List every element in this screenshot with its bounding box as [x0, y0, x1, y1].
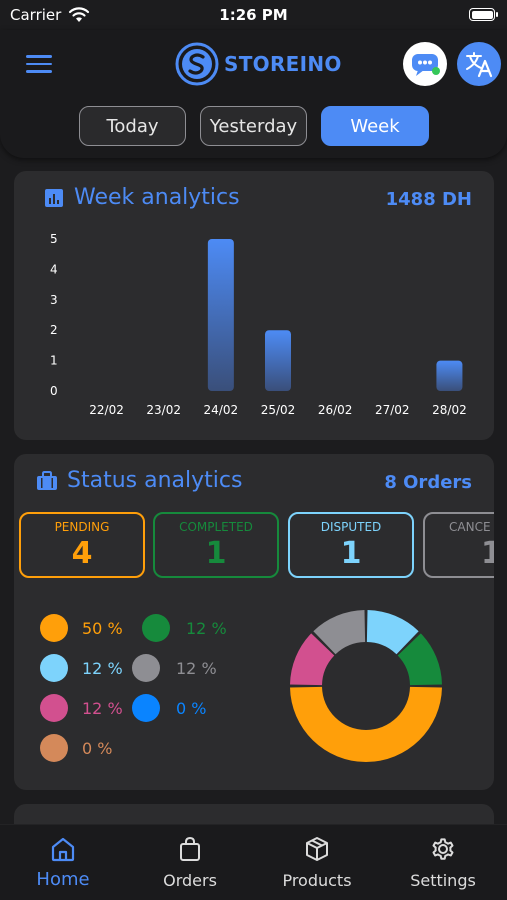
- x-tick-label: 22/02: [89, 403, 124, 417]
- bar-24/02[interactable]: [207, 239, 234, 391]
- battery-icon: [469, 8, 498, 21]
- legend-item-disputed: 12 %: [40, 654, 123, 682]
- storeino-logo-icon: [175, 42, 219, 86]
- legend-item-pending: 50 %: [40, 614, 123, 642]
- nav-orders[interactable]: Orders: [135, 835, 245, 899]
- status-legend: 50 % 12 % 12 % 12 % 12 % 0 % 0 %: [40, 614, 270, 784]
- wifi-icon: [68, 7, 90, 22]
- status-box-disputed[interactable]: DISPUTED 1: [288, 512, 414, 578]
- legend-item-returned: 0 %: [132, 694, 206, 722]
- legend-item-completed: 12 %: [142, 614, 227, 642]
- week-total: 1488 DH: [385, 189, 472, 210]
- week-analytics-heading: Week analytics: [44, 185, 240, 210]
- x-tick-label: 27/02: [375, 403, 410, 417]
- translate-button[interactable]: [457, 42, 501, 86]
- donut-slice-completed[interactable]: [397, 633, 442, 686]
- donut-slice-disputed[interactable]: [366, 610, 419, 655]
- status-analytics-heading: Status analytics: [36, 468, 242, 493]
- nav-settings[interactable]: Settings: [388, 835, 498, 899]
- legend-item-cancelled: 12 %: [132, 654, 217, 682]
- legend-item-refunded: 12 %: [40, 694, 123, 722]
- bar-28/02[interactable]: [436, 360, 463, 391]
- home-icon: [51, 837, 75, 862]
- tab-today[interactable]: Today: [79, 106, 186, 146]
- x-tick-label: 24/02: [204, 403, 239, 417]
- status-box-pending[interactable]: PENDING 4: [19, 512, 145, 578]
- bar-25/02[interactable]: [265, 330, 291, 391]
- legend-dot: [132, 654, 160, 682]
- donut-slice-pending[interactable]: [290, 686, 442, 763]
- donut-slice-cancelled[interactable]: [313, 610, 366, 655]
- box-icon: [306, 837, 328, 861]
- x-tick-label: 25/02: [261, 403, 296, 417]
- donut-slice-refunded[interactable]: [290, 633, 335, 686]
- tab-yesterday[interactable]: Yesterday: [200, 106, 307, 146]
- carrier-label: Carrier: [10, 6, 62, 24]
- period-tabs: Today Yesterday Week: [0, 106, 507, 146]
- chat-bubble-icon: [412, 54, 440, 76]
- gear-icon: [432, 838, 454, 860]
- week-analytics-card: Week analytics 1488 DH 5 4 3 2 1 0 22/02 23/02 2…: [14, 171, 494, 440]
- y-tick-label: 1: [50, 354, 58, 368]
- brand-logo: STOREINO: [174, 40, 342, 88]
- legend-dot: [132, 694, 160, 722]
- nav-products[interactable]: Products: [262, 835, 372, 899]
- week-bar-chart: 5 4 3 2 1 0 22/02 23/02 24/02 25/02 26/02 27/02 28/0…: [50, 232, 467, 417]
- x-tick-label: 26/02: [318, 403, 353, 417]
- bottom-tab-bar: Home Orders Products Settings: [0, 824, 507, 900]
- x-tick-label: 28/02: [432, 403, 467, 417]
- status-bar: Carrier 1:26 PM: [0, 0, 507, 30]
- tab-week[interactable]: Week: [321, 106, 429, 146]
- x-tick-label: 23/02: [146, 403, 181, 417]
- y-tick-label: 5: [50, 232, 58, 246]
- status-box-completed[interactable]: COMPLETED 1: [153, 512, 279, 578]
- status-donut-chart: [290, 610, 442, 763]
- legend-item-other: 0 %: [40, 734, 112, 762]
- hamburger-menu-icon[interactable]: [26, 55, 52, 73]
- orders-total: 8 Orders: [384, 472, 472, 493]
- brand-name: STOREINO: [224, 52, 342, 76]
- status-boxes[interactable]: PENDING 4 COMPLETED 1 DISPUTED 1 CANCE 1: [14, 510, 494, 580]
- status-box-cancelled[interactable]: CANCE 1: [423, 512, 494, 578]
- briefcase-icon: [37, 470, 57, 490]
- legend-dot: [40, 694, 68, 722]
- y-tick-label: 4: [50, 262, 58, 276]
- chat-button[interactable]: [403, 42, 447, 86]
- y-tick-label: 3: [50, 293, 58, 307]
- legend-dot: [40, 654, 68, 682]
- y-tick-label: 2: [50, 323, 58, 337]
- legend-dot: [40, 614, 68, 642]
- translate-icon: [466, 52, 493, 78]
- clock: 1:26 PM: [219, 6, 288, 24]
- status-analytics-card: Status analytics 8 Orders PENDING 4 COMP…: [14, 454, 494, 790]
- y-tick-label: 0: [50, 384, 58, 398]
- app-header: STOREINO Today Yesterday Week: [0, 30, 507, 158]
- legend-dot: [142, 614, 170, 642]
- shopping-bag-icon: [180, 836, 200, 861]
- bar-chart-icon: [45, 188, 63, 207]
- legend-dot: [40, 734, 68, 762]
- nav-home[interactable]: Home: [8, 835, 118, 899]
